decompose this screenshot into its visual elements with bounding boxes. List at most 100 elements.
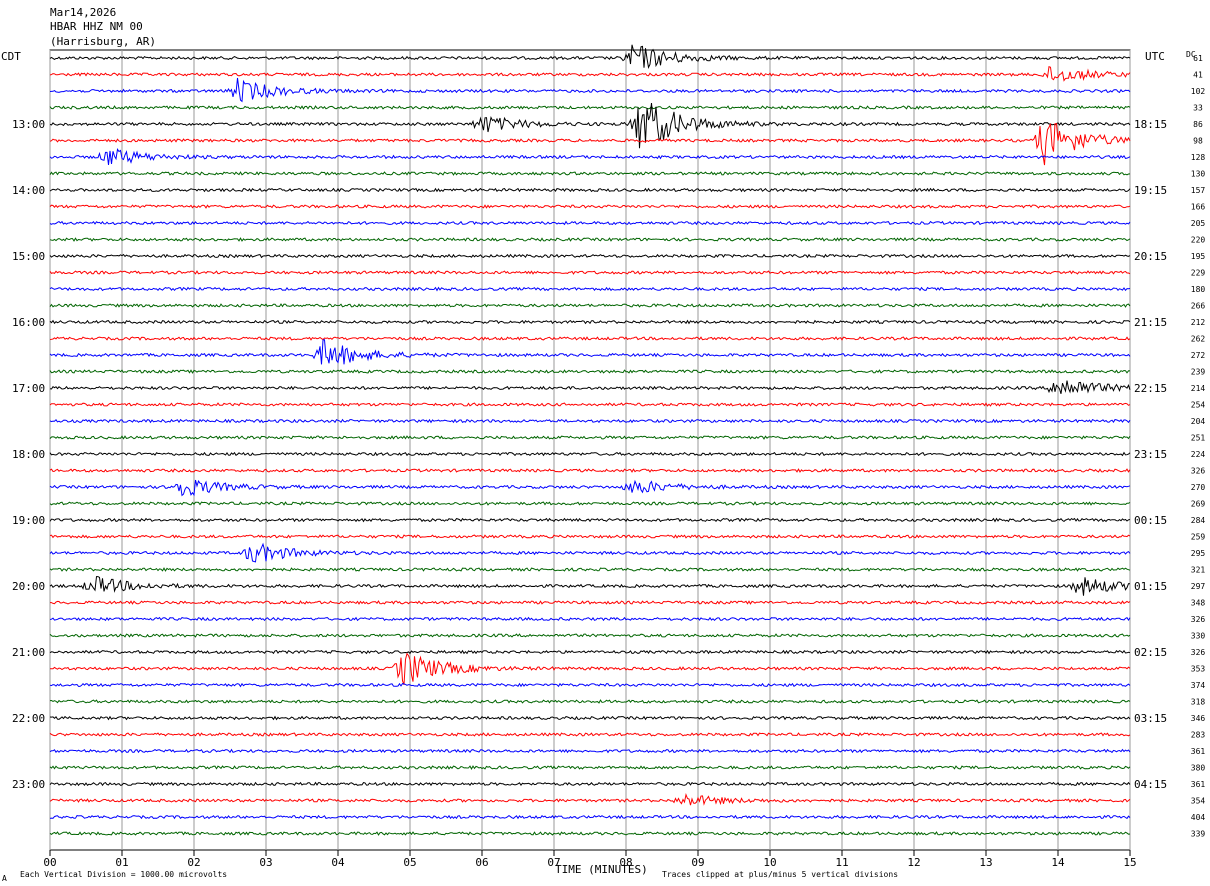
seismic-trace [49, 501, 1131, 506]
dc-offset-label: 354 [1191, 797, 1206, 806]
dc-offset-label: 61 [1193, 54, 1203, 63]
seismic-trace [49, 204, 1131, 209]
dc-offset-label: 374 [1191, 681, 1206, 690]
seismic-trace [50, 600, 1131, 605]
dc-offset-label: 262 [1191, 335, 1206, 344]
dc-offset-label: 224 [1191, 450, 1206, 459]
right-hour-label: 00:15 [1134, 514, 1167, 527]
seismic-trace [49, 748, 1131, 754]
x-tick-label: 08 [619, 856, 632, 869]
dc-offset-label: 212 [1191, 318, 1206, 327]
dc-offset-label: 239 [1191, 368, 1206, 377]
dc-offset-label: 297 [1191, 582, 1206, 591]
left-hour-label: 22:00 [12, 712, 45, 725]
x-tick-label: 05 [403, 856, 416, 869]
seismic-trace [49, 633, 1131, 638]
seismic-trace [49, 682, 1131, 688]
seismic-trace [49, 781, 1131, 787]
seismic-trace [49, 339, 1131, 365]
x-tick-label: 10 [763, 856, 776, 869]
seismic-trace [49, 567, 1131, 572]
dc-offset-label: 361 [1191, 747, 1206, 756]
dc-offset-label: 330 [1191, 632, 1206, 641]
dc-offset-label: 326 [1191, 467, 1206, 476]
seismic-trace [49, 44, 1131, 70]
dc-offset-label: 272 [1191, 351, 1206, 360]
dc-offset-label: 157 [1191, 186, 1206, 195]
left-hour-label: 23:00 [12, 778, 45, 791]
left-hour-label: 18:00 [12, 448, 45, 461]
seismic-trace [49, 517, 1131, 523]
x-tick-label: 12 [907, 856, 920, 869]
clip-note: Traces clipped at plus/minus 5 vertical … [662, 870, 899, 879]
dc-offset-label: 270 [1191, 483, 1206, 492]
seismic-trace [49, 66, 1131, 82]
left-timezone: CDT [1, 50, 21, 63]
dc-offset-label: 195 [1191, 252, 1206, 261]
seismic-trace [49, 542, 1131, 563]
seismic-trace [49, 451, 1131, 457]
seismic-trace [49, 303, 1131, 308]
x-tick-label: 09 [691, 856, 704, 869]
left-hour-label: 14:00 [12, 184, 45, 197]
seismic-trace [49, 814, 1131, 820]
x-tick-label: 13 [979, 856, 992, 869]
seismic-trace [49, 123, 1131, 166]
x-tick-label: 14 [1051, 856, 1065, 869]
seismic-trace [49, 270, 1131, 275]
seismic-trace [49, 649, 1131, 655]
seismic-trace [49, 765, 1131, 770]
right-hour-label: 04:15 [1134, 778, 1167, 791]
seismic-trace [49, 418, 1131, 424]
right-hour-label: 03:15 [1134, 712, 1167, 725]
dc-offset-label: 86 [1193, 120, 1203, 129]
left-hour-label: 19:00 [12, 514, 45, 527]
right-hour-label: 18:15 [1134, 118, 1167, 131]
right-hour-label: 20:15 [1134, 250, 1167, 263]
dc-offset-label: 348 [1191, 599, 1206, 608]
right-hour-label: 19:15 [1134, 184, 1167, 197]
dc-offset-label: 41 [1193, 71, 1203, 80]
dc-offset-label: 254 [1191, 401, 1206, 410]
x-axis-title: TIME (MINUTES) [555, 863, 648, 876]
seismic-trace [49, 286, 1131, 292]
x-tick-label: 02 [187, 856, 200, 869]
left-hour-label: 16:00 [12, 316, 45, 329]
seismic-trace [49, 732, 1131, 737]
seismic-trace [49, 220, 1131, 226]
axis-labels: 00 01 02 03 04 05 06 07 08 09 10 11 12 13 14 15 61 41 102 3… [12, 54, 1205, 869]
right-hour-label: 21:15 [1134, 316, 1167, 329]
dc-offset-label: 220 [1191, 236, 1206, 245]
right-hour-label: 01:15 [1134, 580, 1167, 593]
dc-offset-label: 404 [1191, 813, 1206, 822]
x-tick-label: 11 [835, 856, 848, 869]
scale-note: Each Vertical Division = 1000.00 microvo… [20, 870, 228, 879]
plot-frame [49, 49, 1131, 851]
seismic-trace [49, 103, 1131, 149]
left-hour-label: 17:00 [12, 382, 45, 395]
x-tick-label: 03 [259, 856, 272, 869]
dc-offset-label: 259 [1191, 533, 1206, 542]
chart-location: (Harrisburg, AR) [50, 35, 156, 48]
seismic-trace [49, 369, 1131, 374]
seismic-trace [49, 319, 1131, 325]
left-hour-label: 21:00 [12, 646, 45, 659]
x-tick-label: 06 [475, 856, 488, 869]
dc-header: DC [1186, 50, 1196, 59]
dc-offset-label: 380 [1191, 764, 1206, 773]
seismic-trace [49, 652, 1131, 685]
x-tick-label: 04 [331, 856, 345, 869]
dc-offset-label: 361 [1191, 780, 1206, 789]
seismic-trace [49, 616, 1131, 622]
dc-offset-label: 214 [1191, 384, 1206, 393]
seismic-trace [49, 380, 1131, 394]
seismic-trace [49, 479, 1131, 497]
seismic-trace [49, 468, 1131, 473]
right-hour-label: 02:15 [1134, 646, 1167, 659]
seismic-trace [49, 147, 1131, 165]
dc-offset-label: 326 [1191, 615, 1206, 624]
right-timezone: UTC [1145, 50, 1165, 63]
seismic-trace [49, 699, 1131, 704]
left-hour-label: 13:00 [12, 118, 45, 131]
